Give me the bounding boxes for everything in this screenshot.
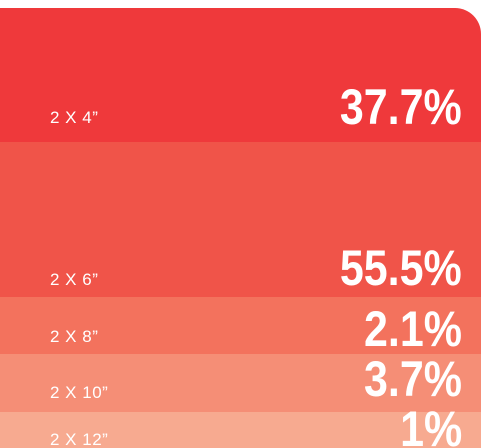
segment: 2 X 10” 3.7% (0, 354, 481, 412)
segment-label: 2 X 12” (50, 430, 109, 448)
segment-value: 37.7% (340, 79, 462, 135)
segment: 2 X 12” 1% (0, 404, 481, 448)
segment-label: 2 X 6” (50, 270, 99, 289)
segment: 2 X 6” 55.5% (0, 142, 481, 297)
segment-value: 1% (399, 401, 462, 448)
segment-label: 2 X 10” (50, 383, 109, 402)
segment-value: 55.5% (340, 240, 462, 296)
segment: 2 X 8” 2.1% (0, 297, 481, 354)
segment-label: 2 X 4” (50, 108, 99, 127)
segment-value: 2.1% (363, 301, 462, 357)
segment-label: 2 X 8” (50, 327, 99, 346)
segment: 2 X 4” 37.7% (0, 8, 481, 142)
segment-value: 3.7% (363, 351, 462, 407)
stacked-panel: 2 X 4” 37.7% 2 X 6” 55.5% 2 X 8” 2.1% 2 X 10” 3… (0, 8, 481, 448)
